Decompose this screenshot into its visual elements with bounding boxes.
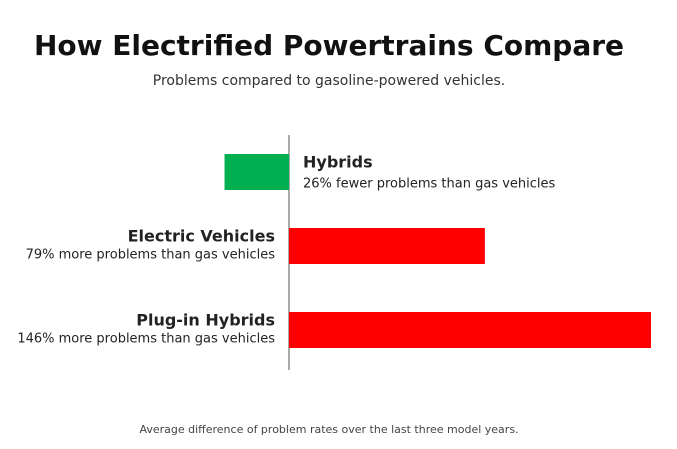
bar bbox=[224, 154, 289, 190]
value-label: 79% more problems than gas vehicles bbox=[26, 248, 276, 263]
chart-title: How Electrified Powertrains Compare bbox=[34, 29, 624, 62]
chart-subtitle: Problems compared to gasoline-powered ve… bbox=[153, 73, 505, 89]
category-label: Electric Vehicles bbox=[128, 227, 275, 246]
footnote: Average difference of problem rates over… bbox=[139, 423, 518, 436]
bar bbox=[289, 312, 651, 348]
category-label: Hybrids bbox=[303, 153, 373, 172]
value-label: 146% more problems than gas vehicles bbox=[17, 332, 275, 347]
category-label: Plug-in Hybrids bbox=[136, 311, 275, 330]
value-label: 26% fewer problems than gas vehicles bbox=[303, 177, 556, 192]
bar bbox=[289, 228, 485, 264]
